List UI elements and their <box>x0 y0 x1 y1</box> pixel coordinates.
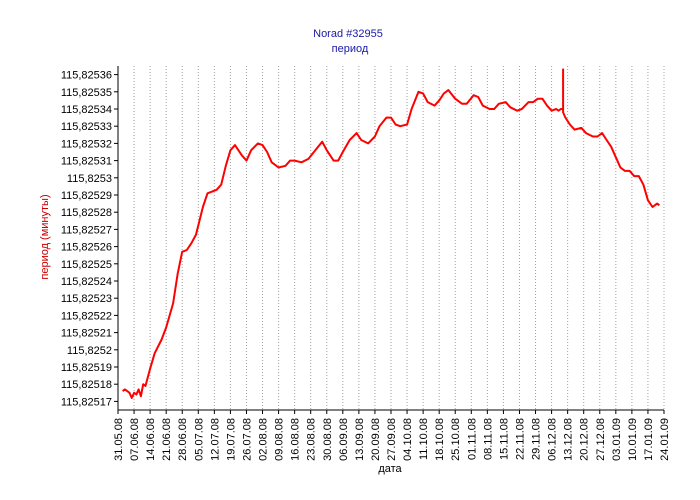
x-tick-label: 12.07.08 <box>209 418 221 461</box>
x-tick-label: 02.08.08 <box>258 418 270 461</box>
y-tick-label: 115,82532 <box>61 138 112 150</box>
x-axis-ticks: 31.05.08 07.06.08 14.06.08 21.06.08 28.06.08… <box>113 410 671 461</box>
x-tick-label: 20.09.08 <box>370 418 382 461</box>
x-tick-label: 30.08.08 <box>322 418 334 461</box>
y-axis-label: период (минуты) <box>39 194 51 279</box>
series-line <box>122 68 660 399</box>
x-tick-label: 25.10.08 <box>450 418 462 461</box>
y-tick-label: 115,82519 <box>61 362 112 374</box>
x-tick-label: 29.11.08 <box>531 418 543 460</box>
x-tick-label: 07.06.08 <box>129 418 141 461</box>
x-tick-label: 11.10.08 <box>418 418 430 460</box>
y-tick-label: 115,82526 <box>61 242 112 254</box>
y-tick-label: 115,82536 <box>61 70 112 82</box>
x-tick-label: 10.01.09 <box>627 418 639 461</box>
x-tick-label: 06.12.08 <box>547 418 559 461</box>
gridlines <box>117 66 665 410</box>
x-tick-label: 22.11.08 <box>514 418 526 460</box>
y-tick-label: 115,82527 <box>61 224 112 236</box>
x-tick-label: 19.07.08 <box>225 418 237 461</box>
x-tick-label: 31.05.08 <box>113 418 125 461</box>
chart-subtitle: период <box>332 43 369 55</box>
y-axis-ticks: 115,82536 115,82535 115,82534 115,82533 115,… <box>61 70 118 408</box>
y-tick-label: 115,82523 <box>61 293 112 305</box>
y-tick-label: 115,82517 <box>61 396 112 408</box>
x-tick-label: 14.06.08 <box>145 418 157 461</box>
y-tick-label: 115,82518 <box>61 379 112 391</box>
y-tick-label: 115,82521 <box>61 328 112 340</box>
y-tick-label: 115,82534 <box>61 104 112 116</box>
x-tick-label: 08.11.08 <box>482 418 494 460</box>
x-tick-label: 21.06.08 <box>161 418 173 461</box>
x-tick-label: 24.01.09 <box>659 418 671 461</box>
x-axis-label: дата <box>378 463 402 475</box>
chart-title: Norad #32955 <box>313 28 383 40</box>
x-tick-label: 20.12.08 <box>579 418 591 461</box>
x-tick-label: 27.09.08 <box>386 418 398 461</box>
x-tick-label: 15.11.08 <box>498 418 510 460</box>
x-tick-label: 04.10.08 <box>402 418 414 461</box>
y-tick-label: 115,82535 <box>61 87 112 99</box>
y-tick-label: 115,82528 <box>61 207 112 219</box>
y-tick-label: 115,8252 <box>67 345 112 357</box>
x-tick-label: 06.09.08 <box>338 418 350 461</box>
x-tick-label: 17.01.09 <box>643 418 655 461</box>
y-tick-label: 115,82525 <box>61 259 112 271</box>
x-tick-label: 26.07.08 <box>241 418 253 461</box>
x-tick-label: 13.09.08 <box>354 418 366 461</box>
x-tick-label: 27.12.08 <box>595 418 607 461</box>
x-tick-label: 16.08.08 <box>290 418 302 461</box>
x-tick-label: 03.01.09 <box>611 418 623 461</box>
x-tick-label: 28.06.08 <box>177 418 189 461</box>
x-tick-label: 23.08.08 <box>306 418 318 461</box>
x-tick-label: 09.08.08 <box>274 418 286 461</box>
y-tick-label: 115,82524 <box>61 276 112 288</box>
plot-area <box>117 66 664 411</box>
y-tick-label: 115,82533 <box>61 121 112 133</box>
x-tick-label: 13.12.08 <box>563 418 575 461</box>
y-tick-label: 115,82522 <box>61 310 112 322</box>
y-tick-label: 115,82531 <box>61 156 112 168</box>
x-tick-label: 01.11.08 <box>466 418 478 460</box>
y-tick-label: 115,82529 <box>61 190 112 202</box>
y-tick-label: 115,8253 <box>67 173 112 185</box>
x-tick-label: 05.07.08 <box>193 418 205 461</box>
x-tick-label: 18.10.08 <box>434 418 446 461</box>
